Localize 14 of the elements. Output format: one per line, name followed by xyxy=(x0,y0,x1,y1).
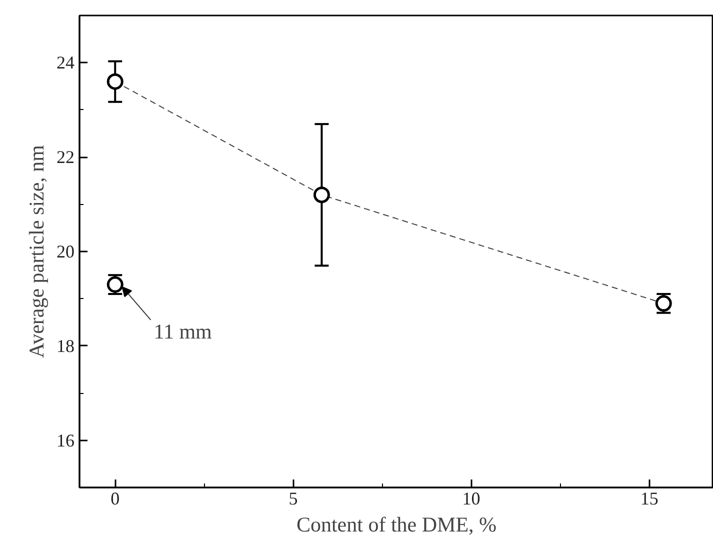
y-tick-label: 22 xyxy=(56,147,74,168)
y-tick-label: 16 xyxy=(56,430,74,450)
annotation: 11 mm xyxy=(154,320,212,344)
x-tick-label: 10 xyxy=(462,488,480,508)
x-axis-title: Content of the DME, % xyxy=(296,512,497,536)
point xyxy=(106,73,124,90)
y-tick-label: 24 xyxy=(56,52,74,73)
y-axis-title: Average particle size, nm xyxy=(24,144,48,358)
point xyxy=(313,186,330,204)
x-tick-label: 5 xyxy=(288,488,298,508)
y-tick-label: 18 xyxy=(56,336,74,356)
x-tick-label: 15 xyxy=(640,488,658,508)
y-tick-label: 20 xyxy=(56,242,74,262)
x-tick-label: 0 xyxy=(110,488,120,508)
